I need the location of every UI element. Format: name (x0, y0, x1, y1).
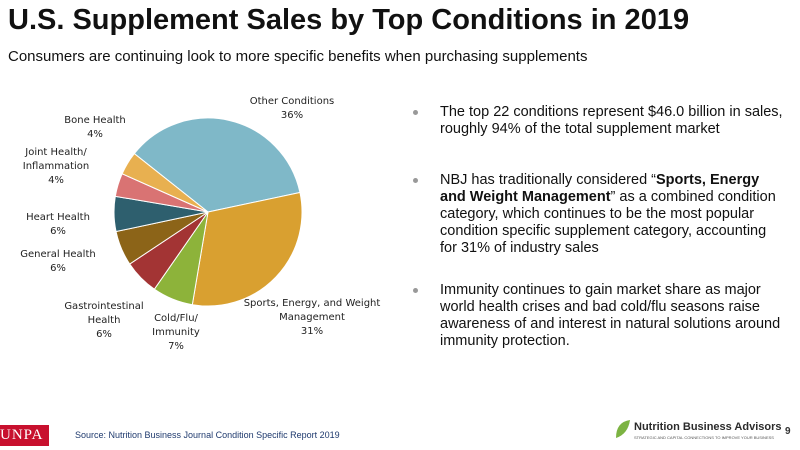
slice-label: Joint Health/ Inflammation 4% (16, 146, 96, 188)
slice-name: Other Conditions (249, 96, 335, 107)
slice-label: Sports, Energy, and Weight Management 31% (227, 297, 397, 339)
slice-value: 31% (300, 326, 324, 337)
slice-value: 4% (87, 129, 103, 140)
logo-tagline: STRATEGIC AND CAPITAL CONNECTIONS TO IMP… (634, 435, 774, 440)
org-logo: UNPA (0, 425, 50, 446)
slice-name: Sports, Energy, and Weight Management (243, 298, 381, 323)
bullet: Immunity continues to gain market share … (413, 282, 785, 350)
slice-label: Heart Health 6% (8, 211, 108, 239)
slice-name: General Health (20, 249, 96, 260)
slice-label: Other Conditions 36% (232, 95, 352, 123)
bullet: NBJ has traditionally considered “Sports… (413, 172, 785, 257)
slice-name: Bone Health (64, 115, 126, 126)
slice-value: 6% (50, 263, 66, 274)
source: Source: Nutrition Business Journal Condi… (75, 430, 340, 440)
slice-value: 7% (168, 341, 184, 352)
slice-label: Bone Health 4% (55, 114, 135, 142)
pie-slice (121, 152, 209, 213)
slice-name: Joint Health/ Inflammation (22, 147, 90, 172)
logo-name: Nutrition Business Advisors (634, 421, 782, 433)
bullet-text: NBJ has traditionally considered “ (440, 172, 656, 188)
slice-name: Gastrointestinal Health (64, 301, 144, 326)
slice-value: 6% (96, 329, 112, 340)
slice-value: 4% (48, 175, 64, 186)
slice-label: Cold/Flu/ Immunity 7% (141, 312, 211, 354)
page-number: 9 (785, 426, 791, 437)
pie-slice (133, 117, 301, 213)
bullet-bold: Sports, Energy and Weight Management (440, 172, 760, 205)
slice-name: Cold/Flu/ Immunity (152, 313, 200, 338)
logo-leaf (616, 420, 630, 438)
title: U.S. Supplement Sales by Top Conditions … (8, 4, 690, 36)
pie-slice (191, 191, 303, 307)
slice-value: 36% (280, 110, 304, 121)
slice-label: Gastrointestinal Health 6% (59, 300, 149, 342)
bullet: The top 22 conditions represent $46.0 bi… (413, 104, 785, 138)
slice-value: 6% (50, 226, 66, 237)
slice-label: General Health 6% (8, 248, 108, 276)
slice-name: Heart Health (26, 212, 90, 223)
bullet-text: ” as a combined condition category, whic… (440, 189, 776, 256)
subtitle: Consumers are continuing look to more sp… (8, 48, 588, 65)
